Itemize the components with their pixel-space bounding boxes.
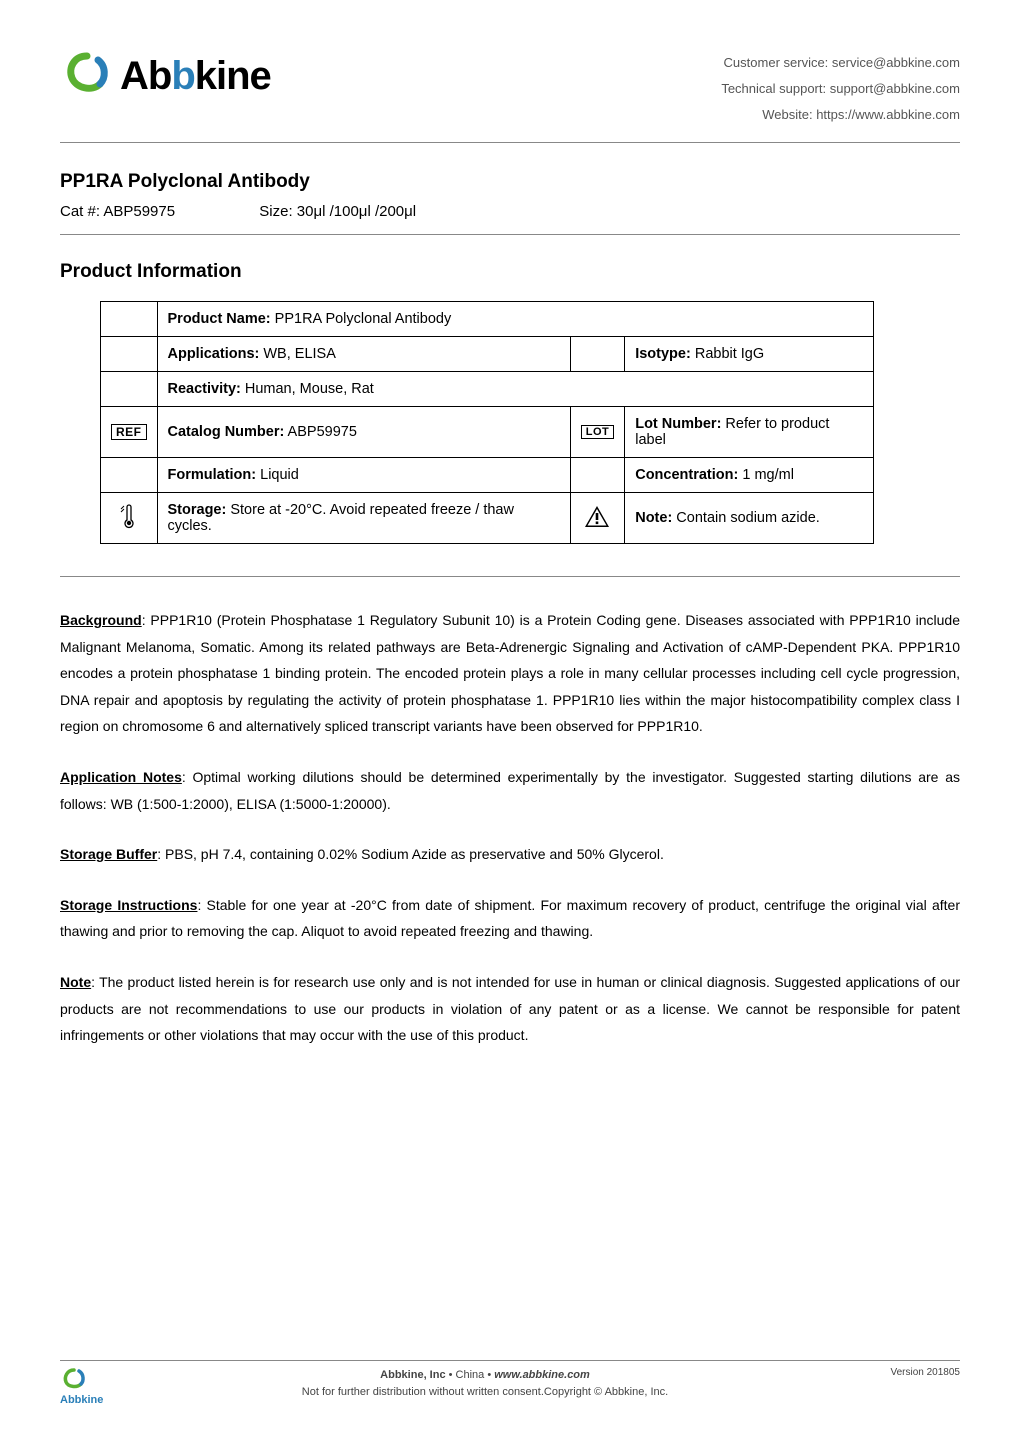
formulation-cell: Formulation: Liquid xyxy=(157,458,570,493)
table-divider xyxy=(60,576,960,577)
storage-buffer-text: : PBS, pH 7.4, containing 0.02% Sodium A… xyxy=(157,846,664,862)
product-name-label: Product Name: xyxy=(168,311,271,327)
icon-cell-empty xyxy=(570,458,625,493)
footer-line2: Not for further distribution without wri… xyxy=(120,1384,850,1401)
footer-line1: Abbkine, Inc • China • www.abbkine.com xyxy=(120,1367,850,1384)
cat-size-line: Cat #: ABP59975 Size: 30μl /100μl /200μl xyxy=(60,203,960,220)
note-paragraph: Note: The product listed herein is for r… xyxy=(60,969,960,1049)
concentration-cell: Concentration: 1 mg/ml xyxy=(625,458,874,493)
concentration-value: 1 mg/ml xyxy=(738,467,794,483)
page-container: Abbkine Customer service: service@abbkin… xyxy=(0,0,1020,1442)
footer-center-text: Abbkine, Inc • China • www.abbkine.com N… xyxy=(120,1367,850,1400)
warning-icon xyxy=(583,521,611,533)
application-notes-paragraph: Application Notes: Optimal working dilut… xyxy=(60,764,960,817)
thermometer-icon-cell xyxy=(101,493,158,544)
header-divider xyxy=(60,142,960,143)
catalog-number-text: Cat #: ABP59975 xyxy=(60,203,175,220)
title-divider xyxy=(60,234,960,235)
isotype-cell: Isotype: Rabbit IgG xyxy=(625,337,874,372)
icon-cell-empty xyxy=(570,337,625,372)
lot-number-cell: Lot Number: Refer to product label xyxy=(625,407,874,458)
footer-logo-text: Abbkine xyxy=(60,1394,120,1406)
application-notes-label: Application Notes xyxy=(60,769,182,785)
background-text: : PPP1R10 (Protein Phosphatase 1 Regulat… xyxy=(60,612,960,734)
footer-swirl-icon xyxy=(60,1367,88,1389)
warning-icon-cell xyxy=(570,493,625,544)
lot-icon-cell: LOT xyxy=(570,407,625,458)
logo-block: Abbkine xyxy=(60,50,271,103)
icon-cell-empty xyxy=(101,337,158,372)
reactivity-cell: Reactivity: Human, Mouse, Rat xyxy=(157,372,874,407)
thermometer-icon xyxy=(118,521,140,533)
size-text: Size: 30μl /100μl /200μl xyxy=(259,203,416,220)
ref-icon-cell: REF xyxy=(101,407,158,458)
product-name-cell: Product Name: PP1RA Polyclonal Antibody xyxy=(157,302,874,337)
contact-block: Customer service: service@abbkine.com Te… xyxy=(721,50,960,128)
concentration-label: Concentration: xyxy=(635,467,738,483)
ref-icon: REF xyxy=(111,424,147,440)
footer: Abbkine Abbkine, Inc • China • www.abbki… xyxy=(60,1360,960,1406)
reactivity-value: Human, Mouse, Rat xyxy=(241,381,374,397)
footer-version: Version 201805 xyxy=(850,1367,960,1378)
icon-cell-empty xyxy=(101,302,158,337)
applications-value: WB, ELISA xyxy=(259,346,336,362)
table-row: Storage: Store at -20°C. Avoid repeated … xyxy=(101,493,874,544)
icon-cell-empty xyxy=(101,372,158,407)
storage-buffer-label: Storage Buffer xyxy=(60,846,157,862)
storage-label: Storage: xyxy=(168,502,227,518)
background-label: Background xyxy=(60,612,142,628)
formulation-value: Liquid xyxy=(256,467,299,483)
note-paragraph-text: : The product listed herein is for resea… xyxy=(60,974,960,1043)
catalog-number-value: ABP59975 xyxy=(284,424,357,440)
storage-cell: Storage: Store at -20°C. Avoid repeated … xyxy=(157,493,570,544)
application-notes-text: : Optimal working dilutions should be de… xyxy=(60,769,960,812)
storage-buffer-paragraph: Storage Buffer: PBS, pH 7.4, containing … xyxy=(60,841,960,868)
icon-cell-empty xyxy=(101,458,158,493)
contact-website: Website: https://www.abbkine.com xyxy=(721,102,960,128)
product-info-table: Product Name: PP1RA Polyclonal Antibody … xyxy=(100,301,874,544)
note-cell: Note: Contain sodium azide. xyxy=(625,493,874,544)
logo-text: Abbkine xyxy=(120,54,271,99)
storage-instructions-paragraph: Storage Instructions: Stable for one yea… xyxy=(60,892,960,945)
logo-swirl-icon xyxy=(60,50,114,103)
formulation-label: Formulation: xyxy=(168,467,257,483)
lot-number-label: Lot Number: xyxy=(635,416,721,432)
table-row: Reactivity: Human, Mouse, Rat xyxy=(101,372,874,407)
contact-customer-service: Customer service: service@abbkine.com xyxy=(721,50,960,76)
footer-url: www.abbkine.com xyxy=(494,1369,590,1381)
isotype-value: Rabbit IgG xyxy=(691,346,764,362)
footer-mid: • China • xyxy=(446,1369,495,1381)
storage-instructions-label: Storage Instructions xyxy=(60,897,197,913)
footer-logo-block: Abbkine xyxy=(60,1367,120,1406)
contact-technical-support: Technical support: support@abbkine.com xyxy=(721,76,960,102)
header-row: Abbkine Customer service: service@abbkin… xyxy=(60,50,960,128)
product-name-value: PP1RA Polyclonal Antibody xyxy=(271,311,452,327)
catalog-number-label: Catalog Number: xyxy=(168,424,285,440)
product-title: PP1RA Polyclonal Antibody xyxy=(60,171,960,193)
footer-company: Abbkine, Inc xyxy=(380,1369,445,1381)
note-label: Note: xyxy=(635,510,672,526)
product-information-heading: Product Information xyxy=(60,261,960,283)
applications-label: Applications: xyxy=(168,346,260,362)
footer-row: Abbkine Abbkine, Inc • China • www.abbki… xyxy=(60,1367,960,1406)
table-row: Applications: WB, ELISA Isotype: Rabbit … xyxy=(101,337,874,372)
applications-cell: Applications: WB, ELISA xyxy=(157,337,570,372)
note-paragraph-label: Note xyxy=(60,974,91,990)
isotype-label: Isotype: xyxy=(635,346,691,362)
catalog-number-cell: Catalog Number: ABP59975 xyxy=(157,407,570,458)
table-row: Formulation: Liquid Concentration: 1 mg/… xyxy=(101,458,874,493)
reactivity-label: Reactivity: xyxy=(168,381,241,397)
table-row: Product Name: PP1RA Polyclonal Antibody xyxy=(101,302,874,337)
note-value: Contain sodium azide. xyxy=(672,510,820,526)
footer-divider xyxy=(60,1360,960,1361)
background-paragraph: Background: PPP1R10 (Protein Phosphatase… xyxy=(60,607,960,740)
lot-icon: LOT xyxy=(581,425,615,439)
table-row: REF Catalog Number: ABP59975 LOT Lot Num… xyxy=(101,407,874,458)
